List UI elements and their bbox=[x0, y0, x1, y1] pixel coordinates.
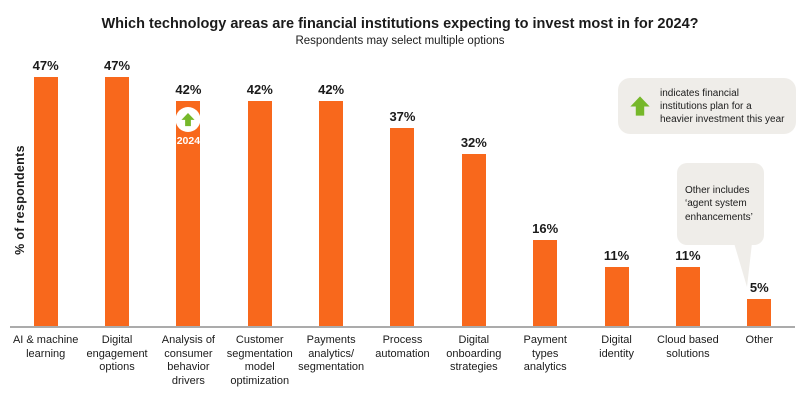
callout-text: Other includes ‘agent system enhancement… bbox=[685, 184, 753, 223]
up-arrow-icon bbox=[181, 112, 195, 127]
x-axis-category-label: AI & machine learning bbox=[12, 334, 79, 360]
badge-year-label: 2024 bbox=[176, 135, 201, 147]
bar-value-label: 37% bbox=[389, 109, 416, 124]
x-axis-category-label: Payment types analytics bbox=[523, 334, 567, 373]
legend: indicates financial institutions plan fo… bbox=[618, 78, 796, 134]
callout-tail-icon bbox=[734, 242, 752, 287]
bar bbox=[675, 267, 700, 326]
up-arrow-icon bbox=[629, 95, 651, 117]
bar-column: 47% bbox=[10, 58, 81, 326]
heavier-investment-badge bbox=[175, 107, 201, 132]
bar-column: 47% bbox=[81, 58, 152, 326]
bar bbox=[105, 77, 130, 326]
bar-value-label: 42% bbox=[175, 82, 202, 97]
bar bbox=[247, 101, 272, 326]
bar-value-label: 47% bbox=[32, 58, 59, 73]
x-axis-category-label: Digital onboarding strategies bbox=[446, 334, 502, 373]
bar bbox=[319, 101, 344, 326]
x-axis-category-label: Other bbox=[745, 334, 774, 346]
bar bbox=[747, 299, 772, 326]
bar bbox=[604, 267, 629, 326]
bar-column: 42% 2024 bbox=[153, 58, 224, 326]
x-axis-category-label: Digital engagement options bbox=[86, 334, 148, 373]
bar bbox=[461, 154, 486, 326]
bar-column: 42% bbox=[224, 58, 295, 326]
bar-column: 11% bbox=[581, 58, 652, 326]
bar-column: 16% bbox=[510, 58, 581, 326]
bar bbox=[533, 240, 558, 326]
bar bbox=[390, 128, 415, 326]
bar-value-label: 11% bbox=[675, 248, 701, 263]
chart-subtitle: Respondents may select multiple options bbox=[295, 35, 505, 47]
x-axis-category-label: Customer segmentation model optimization bbox=[226, 334, 293, 387]
bar-value-label: 42% bbox=[246, 82, 273, 97]
bar-column: 11% bbox=[652, 58, 723, 326]
x-axis-category-label: Cloud based solutions bbox=[657, 334, 719, 360]
x-axis-category-label: Process automation bbox=[375, 334, 430, 360]
bar-column: 37% bbox=[367, 58, 438, 326]
x-axis-labels: AI & machine learning Digital engagement … bbox=[10, 334, 795, 388]
bar: 2024 bbox=[175, 101, 201, 326]
x-axis-category-label: Digital identity bbox=[599, 334, 634, 360]
bar-value-label: 47% bbox=[104, 58, 131, 73]
x-axis-category-label: Analysis of consumer behavior drivers bbox=[161, 334, 215, 387]
bar-value-label: 5% bbox=[749, 280, 769, 295]
bar-column: 32% bbox=[438, 58, 509, 326]
legend-text: indicates financial institutions plan fo… bbox=[660, 87, 785, 125]
bar-column: 42% bbox=[295, 58, 366, 326]
x-axis-category-label: Payments analytics/ segmentation bbox=[298, 334, 365, 373]
plot-area: 47% 47% 42% 2024 42% 42% 37% 32% 16% 11% 11% 5% bbox=[10, 58, 795, 328]
bar-value-label: 32% bbox=[460, 135, 487, 150]
callout-bubble: Other includes ‘agent system enhancement… bbox=[677, 163, 764, 287]
bar-column: 5% bbox=[724, 58, 795, 326]
bar-value-label: 11% bbox=[603, 248, 630, 263]
chart-title: Which technology areas are financial ins… bbox=[101, 16, 699, 32]
bar-value-label: 42% bbox=[318, 82, 345, 97]
bar bbox=[33, 77, 58, 326]
bar-value-label: 16% bbox=[532, 221, 559, 236]
